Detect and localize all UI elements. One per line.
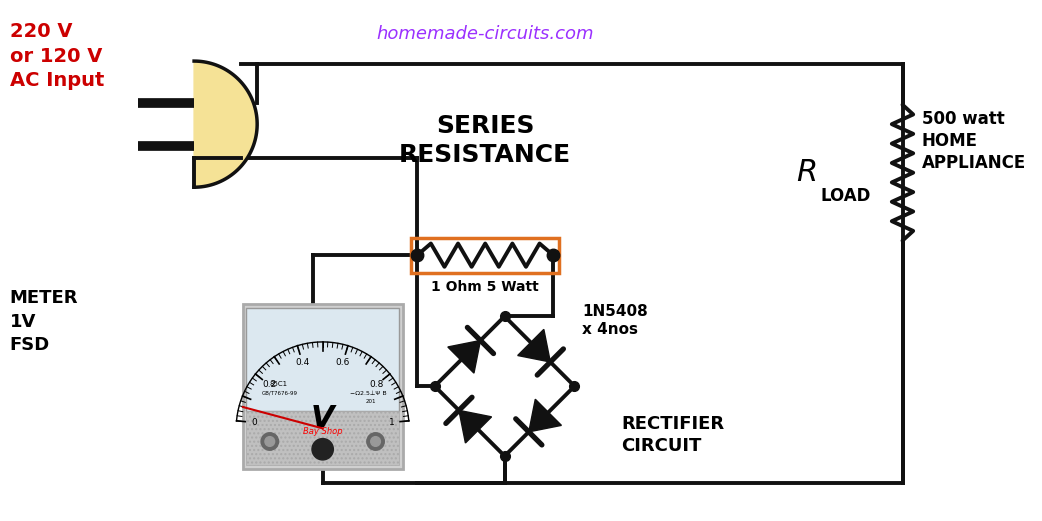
Text: V: V [311,404,334,433]
Text: Bay Shop: Bay Shop [303,427,343,436]
Polygon shape [448,341,480,373]
Text: LOAD: LOAD [821,187,871,205]
Text: homemade-circuits.com: homemade-circuits.com [376,25,594,43]
Circle shape [367,433,384,450]
Text: 85C1: 85C1 [270,381,288,387]
Text: 0.4: 0.4 [295,358,309,367]
Bar [412,238,559,272]
Polygon shape [458,411,492,443]
Bar [247,307,399,411]
Polygon shape [528,399,562,432]
Text: SERIES
RESISTANCE: SERIES RESISTANCE [399,115,571,167]
Polygon shape [194,61,257,187]
Text: 1N5408
x 4nos: 1N5408 x 4nos [582,304,648,337]
Text: 1 Ohm 5 Watt: 1 Ohm 5 Watt [431,280,539,294]
Circle shape [312,439,333,460]
Polygon shape [518,329,550,362]
Text: RECTIFIER
CIRCUIT: RECTIFIER CIRCUIT [621,415,724,455]
Text: GB/T7676-99: GB/T7676-99 [262,391,298,396]
Text: METER
1V
FSD: METER 1V FSD [9,289,78,354]
Text: 0.6: 0.6 [336,358,350,367]
Text: $R$: $R$ [796,157,816,188]
Text: 0.8: 0.8 [369,380,383,390]
Bar [247,411,399,465]
Text: 0.2: 0.2 [262,380,276,390]
FancyBboxPatch shape [243,304,402,469]
Circle shape [265,437,275,446]
Text: 500 watt
HOME
APPLIANCE: 500 watt HOME APPLIANCE [922,109,1026,172]
Text: 0: 0 [251,418,256,427]
Text: 201: 201 [366,399,376,404]
Text: 220 V
or 120 V
AC Input: 220 V or 120 V AC Input [9,22,104,90]
Circle shape [371,437,380,446]
Text: −Ω2.5⊥Ψ B: −Ω2.5⊥Ψ B [350,391,387,396]
Circle shape [262,433,278,450]
Text: 1: 1 [389,418,394,427]
